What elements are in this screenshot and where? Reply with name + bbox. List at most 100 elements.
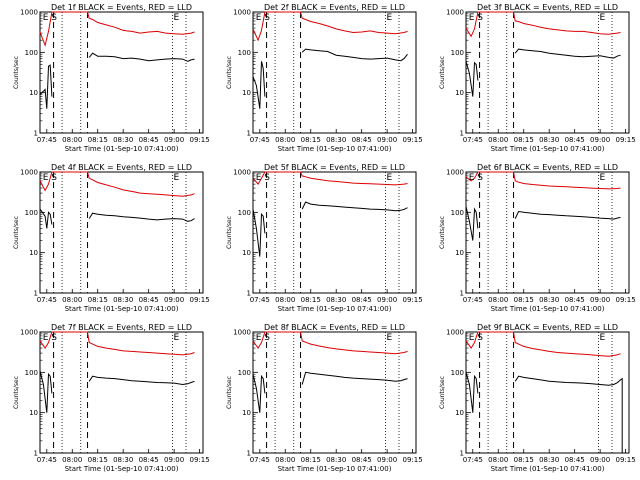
chart-6-xtick-label: 08:30 [539,296,559,304]
chart-9-ytick-label: 10 [455,409,464,417]
chart-8-marker-s: S [264,333,270,343]
chart-3-marker-e: E [469,13,475,23]
chart-1-frame [39,11,204,134]
chart-7-marker-e: E [43,333,49,343]
chart-2-marker-s: S [264,13,270,23]
chart-2-xtick-label: 07:45 [250,136,270,144]
chart-4-panel: Det 4f BLACK = Events, RED = LLD Counts/s… [13,163,210,313]
chart-5-marker-e: E [256,173,262,183]
chart-9-xtick-label: 08:00 [488,456,508,464]
chart-8-ytick-label: 1 [247,450,251,458]
chart-1-series-red-line [39,11,195,47]
chart-4-title: Det 4f BLACK = Events, RED = LLD [51,163,192,172]
chart-3-xtick-label: 09:00 [590,136,610,144]
chart-5-ytick-label: 10 [242,249,251,257]
chart-4-marker-s: S [51,173,57,183]
chart-6-series-black-line [465,206,621,241]
chart-1-xlabel: Start Time (01-Sep-10 07:41:00) [65,145,179,153]
chart-3-xtick-label: 07:45 [463,136,483,144]
chart-1-panel: Det 1f BLACK = Events, RED = LLD Counts/s… [13,3,210,153]
chart-4-xtick-label: 09:00 [164,296,184,304]
chart-2-marker-e: E [256,13,262,23]
chart-5-xtick-label: 07:45 [250,296,270,304]
chart-2-ytick-label: 10 [242,89,251,97]
chart-8-xtick-label: 09:15 [403,456,423,464]
chart-7-ytick-label: 1 [34,450,38,458]
chart-3-xtick-label: 08:45 [565,136,585,144]
chart-2-xtick-label: 09:15 [403,136,423,144]
chart-3-xtick-label: 08:00 [488,136,508,144]
chart-5-ytick-label: 1 [247,290,251,298]
chart-1-title: Det 1f BLACK = Events, RED = LLD [51,3,192,12]
chart-6-xtick-label: 09:00 [590,296,610,304]
chart-7-panel: Det 7f BLACK = Events, RED = LLD Counts/s… [13,323,210,473]
chart-5-marker-s: S [264,173,270,183]
chart-9-ytick-label: 1000 [446,329,464,337]
chart-9-marker-s: S [477,333,483,343]
chart-9-ytick-label: 1 [460,450,464,458]
chart-5-ytick-label: 1000 [233,169,251,177]
chart-8-xtick-label: 08:15 [301,456,321,464]
chart-2-panel: Det 2f BLACK = Events, RED = LLD Counts/s… [226,3,423,153]
chart-9-xtick-label: 08:45 [565,456,585,464]
chart-9-ylabel: Counts/sec [439,376,446,409]
chart-3-frame [465,11,630,134]
chart-8-series-black-line [252,371,408,413]
chart-2-xtick-label: 08:45 [352,136,372,144]
chart-5-xlabel: Start Time (01-Sep-10 07:41:00) [278,305,392,313]
chart-6-xtick-label: 07:45 [463,296,483,304]
chart-9-xtick-label: 09:00 [590,456,610,464]
chart-1-xtick-label: 07:45 [37,136,57,144]
chart-3-series-red-line [465,11,621,38]
chart-1-marker-e: E [173,13,179,23]
chart-5-ylabel: Counts/sec [226,216,233,249]
chart-1-xtick-label: 08:15 [88,136,108,144]
chart-4-xtick-label: 08:45 [139,296,159,304]
chart-5-xtick-label: 08:45 [352,296,372,304]
chart-1-ytick-label: 100 [25,49,38,57]
chart-6-ytick-label: 1 [460,290,464,298]
chart-3-title: Det 3f BLACK = Events, RED = LLD [477,3,618,12]
chart-5-frame [252,171,417,294]
chart-7-xtick-label: 08:00 [62,456,82,464]
chart-7-xtick-label: 07:45 [37,456,57,464]
chart-6-ytick-label: 1000 [446,169,464,177]
chart-3-marker-s: S [477,13,483,23]
chart-4-frame [39,171,204,294]
chart-9-xtick-label: 07:45 [463,456,483,464]
chart-3-series-black-line [465,48,621,97]
chart-5-title: Det 5f BLACK = Events, RED = LLD [264,163,405,172]
chart-1-ytick-label: 10 [29,89,38,97]
chart-7-xtick-label: 08:30 [113,456,133,464]
chart-8-ytick-label: 100 [238,369,251,377]
chart-6-marker-e: E [469,173,475,183]
chart-2-frame [252,11,417,134]
chart-5-xtick-label: 08:30 [326,296,346,304]
chart-3-ytick-label: 1000 [446,9,464,17]
chart-7-marker-e: E [173,333,179,343]
chart-9-xtick-label: 09:15 [616,456,636,464]
chart-4-ytick-label: 100 [25,209,38,217]
chart-7-xtick-label: 08:45 [139,456,159,464]
chart-7-ytick-label: 100 [25,369,38,377]
chart-6-xtick-label: 08:45 [565,296,585,304]
chart-6-ytick-label: 10 [455,249,464,257]
chart-5-xtick-label: 09:15 [403,296,423,304]
chart-3-ytick-label: 1 [460,130,464,138]
chart-3-xlabel: Start Time (01-Sep-10 07:41:00) [491,145,605,153]
chart-4-series-black-line [39,208,195,229]
chart-9-frame [465,331,630,454]
chart-4-xtick-label: 09:15 [190,296,210,304]
chart-9-marker-e: E [599,333,605,343]
chart-4-marker-e: E [173,173,179,183]
chart-5-series-black-line [252,201,408,257]
chart-6-series-red-line [465,171,621,190]
chart-4-series-red-line [39,171,195,197]
chart-4-ytick-label: 1000 [20,169,38,177]
chart-8-xtick-label: 07:45 [250,456,270,464]
chart-9-marker-e: E [469,333,475,343]
chart-1-xtick-label: 09:15 [190,136,210,144]
chart-7-ytick-label: 1000 [20,329,38,337]
chart-7-title: Det 7f BLACK = Events, RED = LLD [51,323,192,332]
chart-5-series-red-line [252,171,408,186]
